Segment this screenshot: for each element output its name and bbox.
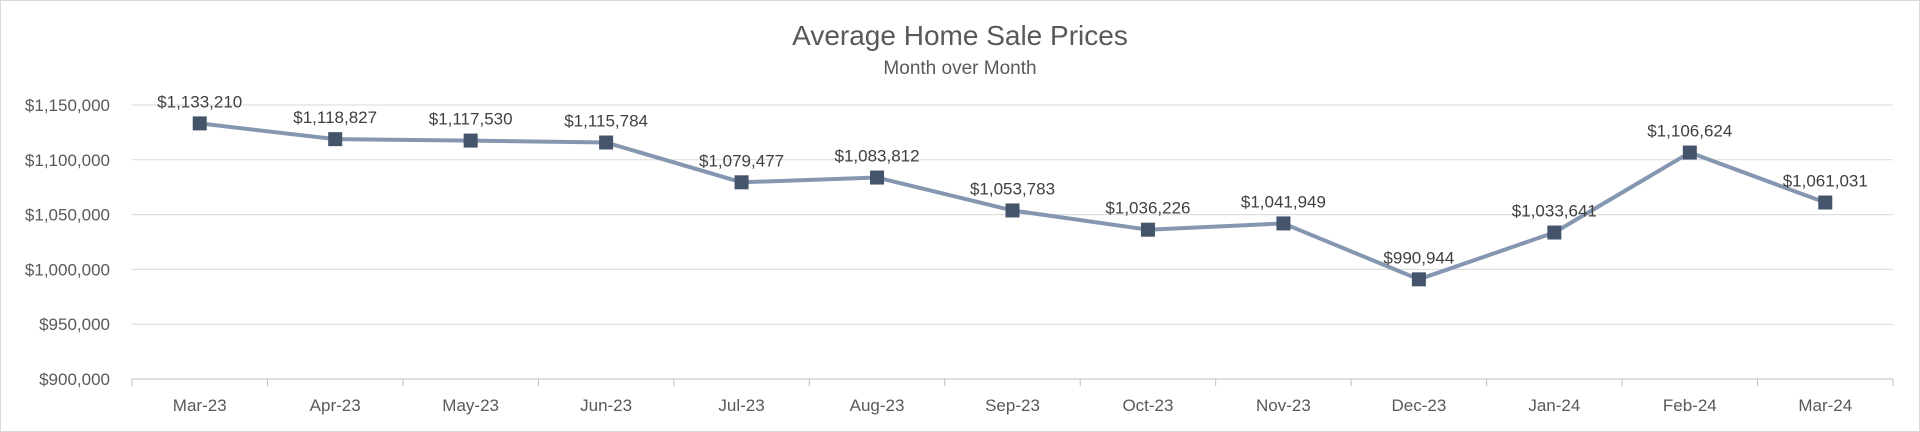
y-tick-label: $1,150,000 [25, 96, 110, 115]
data-point-marker [1411, 272, 1426, 287]
x-tick-label: May-23 [442, 396, 499, 415]
y-tick-label: $950,000 [39, 315, 110, 334]
x-tick-label: Sep-23 [985, 396, 1040, 415]
data-point-marker [328, 132, 343, 147]
x-tick-label: Mar-23 [173, 396, 227, 415]
y-tick-label: $900,000 [39, 370, 110, 389]
y-tick-label: $1,100,000 [25, 151, 110, 170]
data-labels: $1,133,210 $1,118,827 $1,117,530 $1,115,784… [157, 92, 1868, 267]
data-label: $1,115,784 [564, 112, 648, 131]
data-label: $1,118,827 [293, 108, 377, 127]
data-label: $1,041,949 [1241, 192, 1326, 211]
x-tick-label: Apr-23 [310, 396, 361, 415]
x-tick-label: Aug-23 [850, 396, 905, 415]
data-point-marker [463, 133, 478, 148]
data-label: $1,053,783 [970, 179, 1055, 198]
data-label: $1,061,031 [1783, 172, 1868, 191]
y-tick-label: $1,050,000 [25, 206, 110, 225]
x-tick-label: Jun-23 [580, 396, 632, 415]
x-tick-label: Mar-24 [1798, 396, 1852, 415]
data-point-marker [1818, 195, 1833, 210]
data-point-marker [192, 116, 207, 131]
data-point-marker [870, 170, 885, 185]
data-label: $1,079,477 [699, 151, 784, 170]
gridlines [132, 104, 1893, 380]
series-layer [192, 116, 1833, 287]
x-tick-label: Dec-23 [1391, 396, 1446, 415]
data-point-marker [1005, 203, 1020, 218]
data-label: $1,133,210 [157, 92, 242, 111]
x-tick-label: Feb-24 [1663, 396, 1717, 415]
data-point-marker [1140, 222, 1155, 237]
data-label: $1,036,226 [1105, 199, 1190, 218]
chart-title: Average Home Sale Prices [792, 20, 1128, 51]
y-axis: $900,000 $950,000 $1,000,000 $1,050,000 $1,1… [25, 96, 110, 389]
data-label: $1,117,530 [429, 110, 513, 129]
data-point-marker [734, 175, 749, 190]
data-point-marker [1547, 225, 1562, 240]
x-tick-label: Jan-24 [1528, 396, 1580, 415]
chart-subtitle: Month over Month [883, 58, 1036, 79]
x-axis: Mar-23 Apr-23 May-23 Jun-23 Jul-23 Aug-23 Sep-… [131, 379, 1894, 415]
data-label: $1,106,624 [1647, 122, 1732, 141]
x-tick-label: Nov-23 [1256, 396, 1311, 415]
data-label: $1,033,641 [1512, 202, 1597, 221]
x-tick-label: Jul-23 [718, 396, 764, 415]
data-point-marker [1682, 145, 1697, 160]
data-point-marker [599, 135, 614, 150]
data-label: $1,083,812 [834, 147, 919, 166]
x-tick-label: Oct-23 [1122, 396, 1173, 415]
data-point-marker [1276, 216, 1291, 231]
y-tick-label: $1,000,000 [25, 260, 110, 279]
data-label: $990,944 [1383, 248, 1454, 267]
